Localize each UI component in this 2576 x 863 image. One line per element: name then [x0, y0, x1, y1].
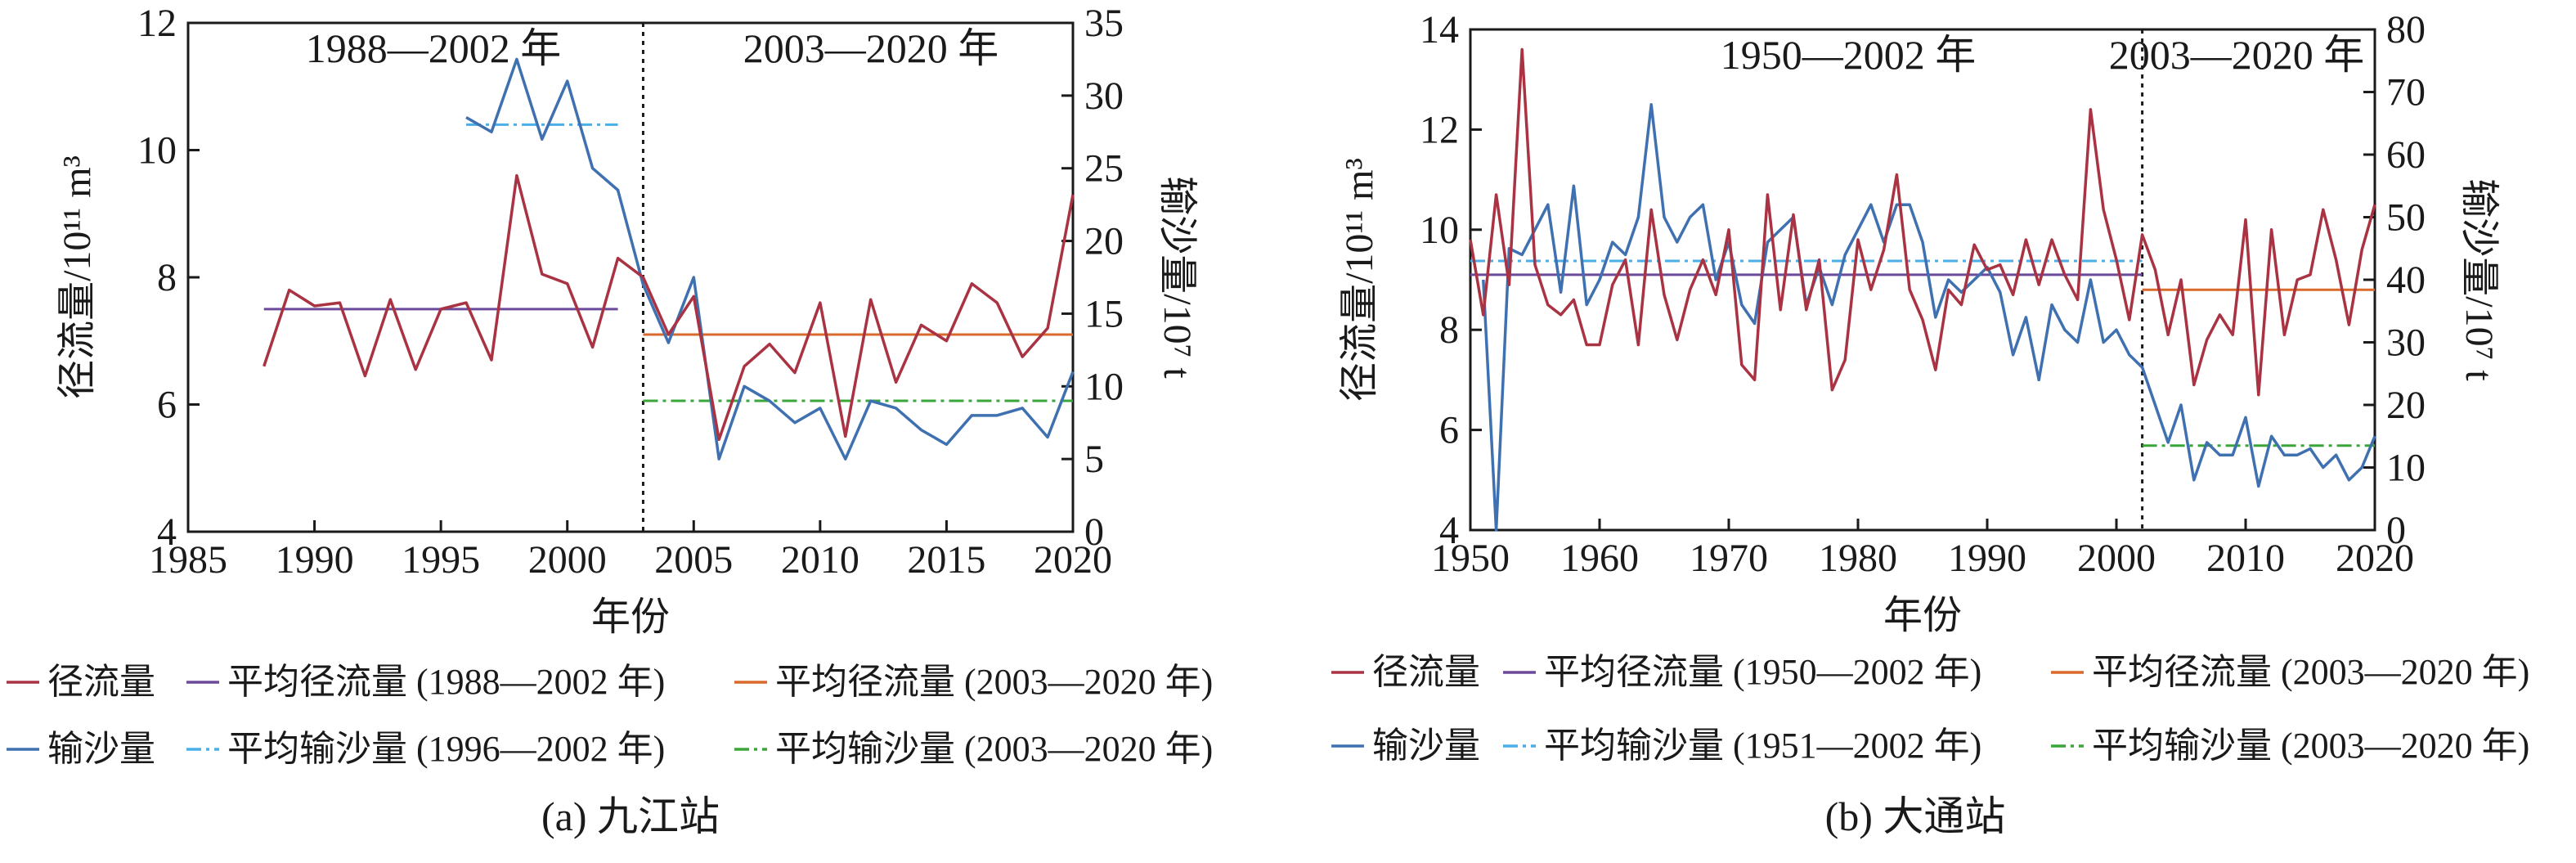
x-tick-label: 2015 [907, 538, 985, 582]
sediment-series-line [465, 57, 1075, 461]
y-left-tick-label: 12 [1420, 108, 1459, 151]
y-left-tick-label: 6 [1439, 409, 1459, 452]
runoff-series-line [263, 173, 1075, 442]
y-right-tick-label: 0 [1084, 510, 1104, 554]
plot-frame [186, 21, 1075, 533]
x-axis-label: 年份 [1883, 594, 1962, 637]
y-right-axis-label: 输沙量/10⁷ t [1156, 176, 1199, 379]
y-right-tick-label: 80 [2386, 8, 2426, 52]
y-right-tick-label: 20 [1084, 220, 1124, 263]
legend: 径流量 平均径流量 (1988—2002 年) 平均径流量 (2003—2020 年… [7, 662, 1213, 769]
y-left-tick-label: 6 [157, 384, 177, 427]
y-right-tick-label: 0 [2386, 509, 2406, 552]
y-right-tick-label: 5 [1084, 438, 1104, 481]
legend-label: 平均径流量 (1988—2002 年) [227, 662, 665, 702]
period-label-pre: 1950—2002 年 [1721, 32, 1977, 78]
legend-label: 平均输沙量 (2003—2020 年) [775, 729, 1213, 769]
y-right-tick-label: 20 [2386, 384, 2426, 427]
y-left-tick-label: 14 [1420, 8, 1459, 52]
y-left-tick-label: 8 [157, 256, 177, 299]
x-tick-label: 1960 [1560, 537, 1639, 580]
y-right-axis-label: 输沙量/10⁷ t [2457, 178, 2501, 381]
x-tick-label: 2010 [2206, 537, 2285, 580]
panel-caption: (a) 九江站 [541, 793, 720, 839]
sediment-series-line [1482, 103, 2376, 532]
y-left-tick-label: 10 [1420, 209, 1459, 252]
y-right-tick-label: 50 [2386, 196, 2426, 240]
x-tick-label: 1990 [276, 538, 354, 582]
period-label-post: 2003—2020 年 [2109, 32, 2365, 78]
legend-label: 径流量 [47, 662, 155, 702]
y-right-tick-label: 15 [1084, 292, 1124, 335]
panel-a: 1985 1990 1995 2000 2005 2010 2015 202046810120… [7, 2, 1213, 839]
y-left-axis-label: 径流量/10¹¹ m³ [56, 155, 99, 399]
x-tick-label: 1970 [1690, 537, 1768, 580]
legend-label: 输沙量 [1372, 726, 1480, 766]
x-tick-label: 2020 [1034, 538, 1112, 582]
x-tick-label: 2005 [654, 538, 733, 582]
legend-label: 平均输沙量 (1996—2002 年) [227, 729, 665, 769]
y-right-tick-label: 10 [1084, 365, 1124, 408]
y-left-tick-label: 10 [137, 129, 177, 173]
y-right-tick-label: 35 [1084, 2, 1124, 45]
legend-label: 平均径流量 (1950—2002 年) [1544, 652, 1981, 692]
x-tick-label: 2000 [2077, 537, 2156, 580]
y-right-tick-label: 30 [2386, 321, 2426, 365]
runoff-series-line [1469, 47, 2376, 397]
panel-caption: (b) 大通站 [1825, 793, 2006, 839]
x-tick-label: 1995 [402, 538, 480, 582]
y-right-tick-label: 25 [1084, 147, 1124, 191]
legend: 径流量 平均径流量 (1950—2002 年) 平均径流量 (2003—2020 年… [1331, 652, 2529, 766]
y-left-tick-label: 4 [157, 510, 177, 554]
y-right-tick-label: 40 [2386, 258, 2426, 302]
x-tick-label: 1985 [149, 538, 227, 582]
x-tick-label: 1980 [1819, 537, 1897, 580]
panel-b: 1950 1960 1970 1980 1990 2000 2010 202046810121… [1331, 8, 2529, 839]
x-tick-label: 2010 [781, 538, 859, 582]
x-axis-label: 年份 [591, 596, 670, 639]
period-label-pre: 1988—2002 年 [306, 25, 562, 71]
y-left-tick-label: 12 [137, 2, 177, 45]
y-left-tick-label: 8 [1439, 308, 1459, 352]
y-right-tick-label: 10 [2386, 447, 2426, 490]
x-tick-label: 2000 [528, 538, 607, 582]
legend-label: 径流量 [1372, 652, 1480, 692]
x-tick-label: 1950 [1431, 537, 1510, 580]
y-right-tick-label: 60 [2386, 133, 2426, 177]
legend-label: 平均输沙量 (2003—2020 年) [2092, 726, 2529, 766]
y-left-axis-label: 径流量/10¹¹ m³ [1338, 158, 1381, 402]
y-right-tick-label: 70 [2386, 71, 2426, 115]
x-tick-label: 2020 [2336, 537, 2414, 580]
legend-label: 平均径流量 (2003—2020 年) [2092, 652, 2529, 692]
period-label-post: 2003—2020 年 [743, 25, 999, 71]
x-tick-label: 1990 [1948, 537, 2026, 580]
y-left-tick-label: 4 [1439, 509, 1459, 552]
y-right-tick-label: 30 [1084, 74, 1124, 118]
legend-label: 平均输沙量 (1951—2002 年) [1544, 726, 1981, 766]
legend-label: 平均径流量 (2003—2020 年) [775, 662, 1213, 702]
legend-label: 输沙量 [47, 729, 155, 769]
